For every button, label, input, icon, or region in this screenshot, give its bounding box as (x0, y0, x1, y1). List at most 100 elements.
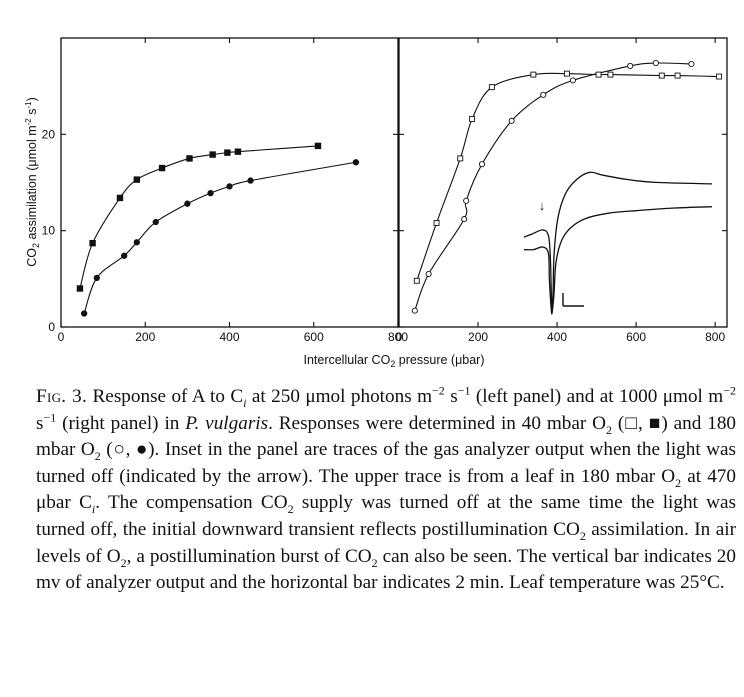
series-line (79, 145, 319, 289)
caption-run: 2 (371, 555, 378, 570)
caption-run: 2 (675, 475, 682, 490)
y-tick-label: 10 (42, 224, 56, 238)
x-axis-title: Intercellular CO2 pressure (μbar) (303, 353, 484, 369)
x-tick-label: 0 (396, 330, 403, 344)
caption-run: Response of A to C (87, 386, 244, 407)
data-point-square (488, 84, 495, 91)
data-point-circle (247, 177, 254, 184)
data-point-square (658, 72, 665, 79)
data-point-square (433, 220, 440, 226)
caption-run: −1 (43, 410, 57, 425)
axis-title-part: 2 (31, 243, 41, 248)
plot-frame (60, 37, 399, 328)
x-tick-label: 200 (135, 330, 155, 344)
caption-run: i (243, 395, 247, 410)
data-point-circle (540, 91, 547, 98)
data-point-circle (652, 59, 659, 67)
data-point-square (413, 277, 420, 284)
data-point-square (234, 148, 242, 155)
caption-run: s (444, 386, 458, 407)
caption-run: P. vulgaris (185, 412, 269, 434)
plot-frame (398, 37, 728, 328)
caption-run: supply was turned off at the same time t… (36, 492, 736, 540)
data-point-square (158, 164, 166, 172)
x-tick-label: 600 (304, 330, 324, 344)
data-point-circle (688, 60, 695, 68)
data-point-square (89, 239, 96, 247)
y-axis-label: CO2 assimilation (μmol m-2 s-1) (24, 97, 41, 267)
caption-run: 2 (120, 555, 127, 570)
data-point-square (116, 194, 124, 202)
series-line (416, 72, 720, 281)
data-point-square (314, 142, 322, 150)
data-point-circle (133, 239, 140, 246)
data-point-square (469, 115, 476, 122)
caption-run: 2 (606, 422, 613, 437)
y-tick-label: 0 (48, 320, 55, 334)
axis-title-part: -2 (24, 118, 33, 126)
caption-run: −1 (457, 383, 471, 398)
caption-run: assimilation. In air levels of O (36, 518, 736, 567)
series-line (83, 161, 356, 314)
data-point-square (209, 151, 216, 158)
data-point-circle (425, 270, 432, 278)
data-point-circle (93, 274, 100, 282)
data-point-square (674, 72, 681, 79)
caption-run: −2 (432, 383, 445, 398)
caption-run: . Responses were determined in 40 mbar O (268, 412, 607, 434)
inset-upper-trace (523, 171, 713, 312)
data-point-circle (569, 77, 576, 84)
caption-run: (□, ■) and 180 mbar O (36, 412, 737, 461)
x-tick-label: 400 (547, 330, 567, 344)
y-axis-title: CO2 assimilation (μmol m-2 s-1) (24, 97, 41, 267)
data-point-circle (207, 189, 214, 197)
data-point-circle (152, 218, 159, 226)
data-point-circle (508, 117, 515, 124)
data-point-square (224, 149, 231, 156)
caption-run: 2 (94, 449, 101, 464)
caption-run: at 470 μbar C (36, 465, 736, 514)
data-point-circle (627, 62, 634, 69)
data-point-square (457, 155, 464, 162)
data-point-square (76, 285, 84, 292)
caption-run: i (91, 502, 96, 517)
data-point-square (186, 155, 193, 162)
caption-run: can also be seen. The vertical bar indic… (36, 545, 736, 594)
data-point-circle (461, 216, 468, 223)
axis-title-part: -1 (24, 101, 33, 109)
axis-title-part: CO (25, 248, 39, 267)
axis-title-part: ) (25, 97, 39, 101)
caption-run: 2 (579, 528, 586, 543)
axis-title-part: pressure (μbar) (395, 353, 484, 367)
light-off-arrow: ↓ (539, 198, 546, 213)
axis-title-part: Intercellular CO (303, 353, 390, 367)
data-point-circle (226, 183, 233, 190)
caption-run: at 250 μmol photons m (246, 386, 432, 407)
data-point-circle (478, 161, 486, 168)
x-tick-label: 200 (468, 330, 488, 344)
x-tick-label: 600 (626, 330, 646, 344)
caption-run: (left panel) and at 1000 μmol m (470, 386, 724, 407)
x-tick-label: 800 (705, 330, 725, 344)
data-point-square (595, 71, 602, 78)
inset-lower-trace (523, 206, 713, 315)
data-point-square (716, 73, 723, 80)
caption-text: Fig. 3. Response of A to Ci at 250 μmol … (36, 384, 736, 597)
x-tick-label: 400 (219, 330, 239, 344)
data-point-circle (121, 252, 128, 259)
caption-run: , a postillumination burst of CO (126, 545, 372, 567)
figure-caption: Fig. 3. Response of A to Ci at 250 μmol … (36, 384, 736, 597)
axis-title-part: s (25, 109, 39, 119)
x-tick-label: 800 (388, 330, 408, 344)
inset-traces: ↓ (523, 171, 713, 315)
data-point-square (564, 70, 570, 77)
x-tick-label: 0 (58, 330, 65, 344)
caption-label: Fig. 3. (36, 386, 88, 407)
axis-title-part: 2 (390, 359, 395, 369)
data-point-circle (463, 197, 470, 204)
data-point-circle (411, 307, 418, 314)
y-tick-label: 20 (42, 127, 56, 141)
caption-run: (right panel) in (56, 412, 186, 434)
caption-run: −2 (723, 383, 736, 398)
